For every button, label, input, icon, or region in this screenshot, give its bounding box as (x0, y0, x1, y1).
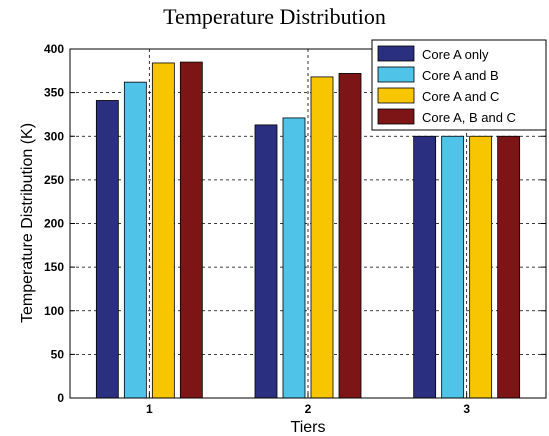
bars (95, 61, 521, 399)
y-tick-label: 150 (44, 260, 64, 274)
y-tick-label: 100 (44, 304, 64, 318)
y-tick-label: 0 (57, 391, 64, 405)
bar (95, 100, 119, 399)
legend-label: Core A only (422, 47, 489, 62)
bar (469, 135, 493, 399)
bar (338, 73, 362, 399)
y-tick-label: 350 (44, 86, 64, 100)
y-tick-label: 300 (44, 129, 64, 143)
y-tick-label: 250 (44, 173, 64, 187)
legend-swatch (377, 45, 415, 62)
y-tick-label: 200 (44, 217, 64, 231)
legend-label: Core A, B and C (422, 110, 516, 125)
bar (151, 62, 175, 399)
y-tick-label: 50 (51, 347, 65, 361)
bar (310, 76, 334, 399)
legend-swatch (377, 66, 415, 83)
x-tick-label: 2 (305, 402, 312, 416)
x-tick-label: 1 (146, 402, 153, 416)
legend-label: Core A and B (422, 68, 499, 83)
bar (441, 135, 465, 399)
bar (254, 124, 278, 399)
x-tick-label: 3 (463, 402, 470, 416)
bar (413, 135, 437, 399)
chart-title: Temperature Distribution (163, 4, 386, 29)
grid (70, 49, 546, 398)
bar (123, 81, 147, 399)
y-axis-label: Temperature Distribution (K) (19, 123, 36, 323)
legend: Core A only Core A and B Core A and C Core … (371, 39, 547, 131)
legend-swatch (377, 108, 415, 125)
x-axis-label: Tiers (291, 419, 326, 436)
legend-swatch (377, 87, 415, 104)
y-tick-label: 400 (44, 42, 64, 56)
bar (179, 61, 203, 399)
legend-label: Core A and C (422, 89, 499, 104)
bar (282, 117, 306, 399)
axis-ticks: 0 50 100 150 200 250 300 350 400 1 2 3 (44, 42, 546, 416)
bar (497, 135, 521, 399)
